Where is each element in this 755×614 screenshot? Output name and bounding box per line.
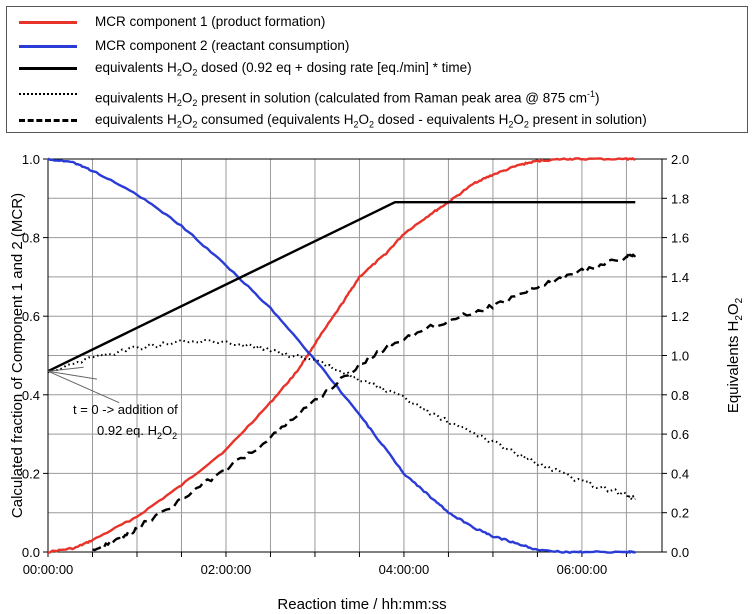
legend-label-part: 2: [368, 119, 374, 130]
y-left-axis-title: Calculated fraction of Component 1 and 2…: [9, 193, 26, 518]
series-line-1: [47, 157, 636, 554]
annotation-text-part: 2: [157, 431, 162, 441]
legend-label: equivalents H2O2 present in solution (ca…: [95, 86, 600, 111]
annotation-text: t = 0 -> addition of: [73, 402, 178, 417]
legend-label-part: O: [358, 112, 369, 127]
y-left-tick-label: 0.8: [22, 231, 40, 246]
y-right-axis-title: Equivalents H2O2: [725, 297, 745, 413]
legend-label-part: O: [181, 60, 193, 75]
legend-label-part: 2: [192, 119, 198, 130]
y-right-tick-label: 1.4: [671, 270, 689, 285]
x-axis-title: Reaction time / hh:mm:ss: [277, 596, 446, 613]
y-right-tick-label: 2.0: [671, 152, 689, 167]
legend-label-part: 2: [176, 67, 182, 78]
y-right-tick-label: 0.6: [671, 427, 689, 442]
legend-label-part: -1: [587, 89, 596, 99]
legend-label-part: 2: [176, 119, 182, 130]
legend-swatch: [19, 67, 77, 70]
legend-label-part: present in solution): [528, 112, 647, 127]
legend-label-part: ): [595, 90, 600, 106]
y-right-tick-label: 0.8: [671, 388, 689, 403]
legend-swatch: [19, 45, 77, 48]
annotation-text-part: 2: [172, 431, 177, 441]
y-left-tick-label: 0.6: [22, 309, 40, 324]
legend-label-part: 2: [523, 119, 529, 130]
annotation-arrow: [47, 370, 120, 404]
legend-label-part: O: [181, 112, 193, 127]
y-right-tick-label: 1.6: [671, 231, 689, 246]
y-right-axis-title-part: 2: [734, 297, 745, 303]
series-line-3: [47, 200, 636, 373]
legend-swatch: [19, 93, 77, 95]
y-right-tick-label: 0.4: [671, 466, 689, 481]
x-tick-label: 02:00:00: [201, 562, 252, 577]
legend-label: equivalents H2O2 consumed (equivalents H…: [95, 112, 647, 133]
annotation-text-part: 0.92 eq. H: [97, 423, 157, 438]
y-right-tick-label: 1.2: [671, 309, 689, 324]
legend-item: equivalents H2O2 present in solution (ca…: [7, 83, 747, 108]
y-right-tick-label: 1.0: [671, 349, 689, 364]
legend-item: equivalents H2O2 consumed (equivalents H…: [7, 109, 747, 131]
y-right-tick-label: 0.2: [671, 506, 689, 521]
legend-label-part: 2: [192, 67, 198, 78]
legend-item: MCR component 1 (product formation): [7, 11, 747, 33]
legend-label: MCR component 1 (product formation): [95, 14, 325, 30]
legend-item: equivalents H2O2 dosed (0.92 eq + dosing…: [7, 57, 747, 79]
chart-legend: MCR component 1 (product formation) MCR c…: [6, 6, 748, 133]
legend-label-part: MCR component 1 (product formation): [95, 14, 326, 29]
legend-label-part: equivalents H: [95, 60, 177, 75]
legend-swatch: [19, 21, 77, 24]
x-tick-label: 00:00:00: [23, 562, 74, 577]
legend-label-part: 2: [508, 119, 514, 130]
annotation-arrow: [47, 366, 84, 372]
legend-label: MCR component 2 (reactant consumption): [95, 38, 349, 54]
legend-label-part: O: [181, 90, 193, 106]
annotation-arrow: [47, 370, 98, 380]
series-line-2: [47, 157, 636, 554]
legend-item: MCR component 2 (reactant consumption): [7, 35, 747, 57]
series-line-5: [92, 253, 637, 552]
legend-label-part: present in solution (calculated from Ram…: [197, 90, 588, 106]
legend-label-part: consumed (equivalents H: [197, 112, 354, 127]
y-right-axis-title-part: Equivalents H: [725, 321, 742, 414]
legend-label-part: 2: [176, 98, 182, 109]
y-left-tick-label: 0.2: [22, 466, 40, 481]
annotation-text: 0.92 eq. H2O2: [97, 423, 177, 441]
legend-label-part: equivalents H: [95, 112, 177, 127]
y-left-tick-label: 0.4: [22, 388, 40, 403]
legend-label-part: O: [513, 112, 524, 127]
x-tick-label: 04:00:00: [379, 562, 430, 577]
y-left-tick-label: 0.0: [22, 545, 40, 560]
y-left-tick-label: 1.0: [22, 152, 40, 167]
y-right-axis-title-part: 2: [734, 315, 745, 321]
x-tick-label: 06:00:00: [557, 562, 608, 577]
y-right-tick-label: 1.8: [671, 191, 689, 206]
legend-label-part: 2: [192, 98, 198, 109]
legend-label-part: 2: [353, 119, 359, 130]
legend-label-part: equivalents H: [95, 90, 177, 106]
legend-swatch: [19, 119, 77, 122]
y-right-tick-label: 0.0: [671, 545, 689, 560]
legend-label: equivalents H2O2 dosed (0.92 eq + dosing…: [95, 60, 472, 81]
y-right-axis-title-part: O: [725, 303, 742, 315]
legend-label-part: dosed - equivalents H: [374, 112, 509, 127]
legend-label-part: MCR component 2 (reactant consumption): [95, 38, 350, 53]
annotation-text-part: O: [162, 423, 172, 438]
legend-label-part: dosed (0.92 eq + dosing rate [eq./min] *…: [197, 60, 472, 75]
